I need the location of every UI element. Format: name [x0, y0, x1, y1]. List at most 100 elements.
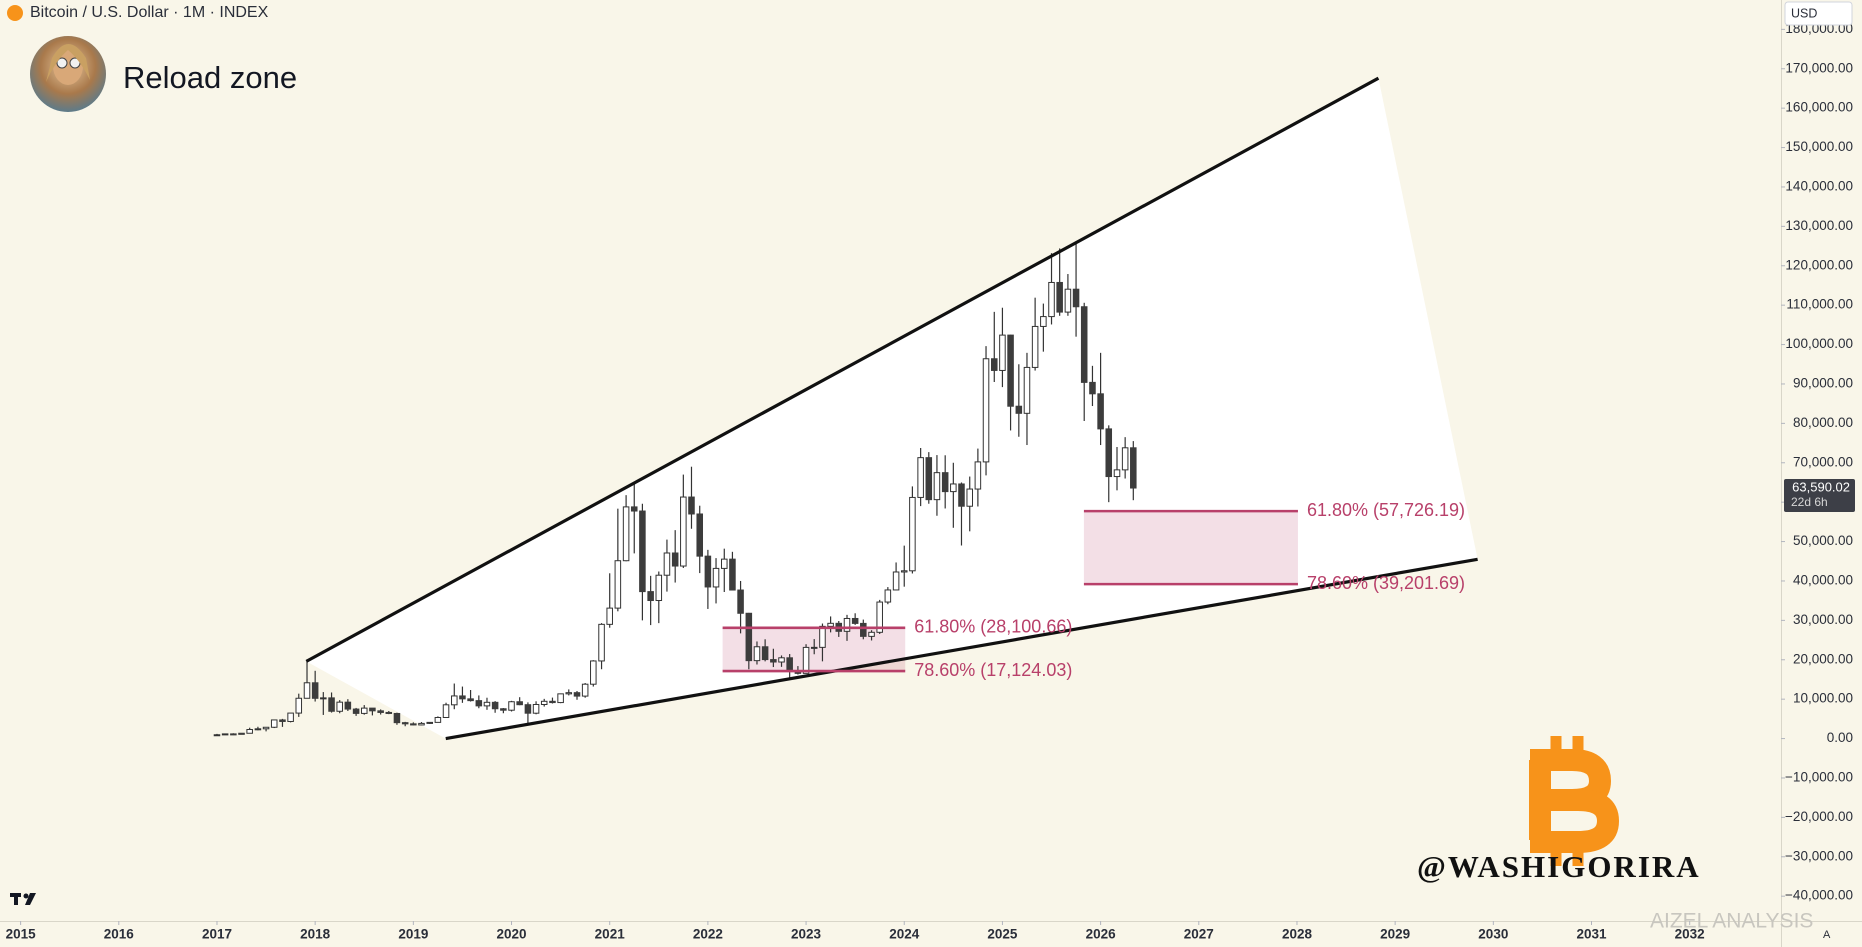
candle: [426, 721, 434, 724]
currency-box[interactable]: [1784, 1, 1853, 26]
candle-body: [491, 701, 499, 710]
candle: [712, 558, 720, 604]
candle-body: [614, 560, 622, 609]
candle-body: [246, 729, 253, 734]
btc-icon: [7, 5, 23, 21]
candle-body: [270, 719, 278, 728]
candle-body: [1048, 281, 1055, 318]
candle: [295, 693, 303, 717]
candle-body: [860, 622, 867, 637]
candle: [540, 698, 548, 707]
candle-body: [671, 552, 679, 567]
candle-body: [442, 704, 450, 718]
candle-body: [1031, 325, 1039, 368]
trend-line: [445, 557, 1478, 741]
x-tick-label: 2015: [6, 927, 37, 942]
candle: [671, 530, 679, 583]
candle-body: [786, 657, 793, 672]
candle-body: [508, 701, 515, 711]
candle-body: [704, 555, 712, 588]
candle-body: [941, 472, 949, 493]
candle: [475, 695, 483, 709]
y-tick-label: 10,000.00: [1793, 691, 1853, 706]
candle: [483, 697, 491, 710]
author-watermark: @WASHIGORIRA: [1417, 849, 1701, 884]
y-tick-label: 160,000.00: [1785, 100, 1853, 115]
candle: [230, 733, 237, 736]
candle: [238, 732, 245, 735]
candle-body: [279, 719, 286, 722]
candle: [385, 710, 393, 715]
currency[interactable]: USD: [1791, 6, 1817, 20]
candle-body: [761, 646, 769, 661]
plot-area: 61.80% (28,100.66) 78.60% (17,124.03) 61.8…: [213, 76, 1478, 741]
candle: [377, 709, 384, 715]
y-tick-label: 40,000.00: [1793, 573, 1853, 588]
candle-body: [999, 334, 1006, 371]
candle: [246, 727, 253, 734]
candle: [950, 462, 957, 528]
candle: [344, 699, 352, 711]
candle-body: [352, 708, 360, 714]
candle-body: [721, 558, 728, 569]
candle: [999, 307, 1006, 388]
candle-body: [1089, 381, 1096, 395]
candle: [688, 466, 695, 529]
candle-body: [467, 698, 474, 702]
candle-body: [377, 710, 384, 713]
candle: [254, 726, 262, 731]
x-tick-label: 2022: [693, 927, 723, 942]
candle: [270, 719, 278, 729]
candle: [933, 455, 941, 516]
x-tick-label: 2018: [300, 927, 331, 942]
candle-body: [262, 726, 270, 730]
avatar: [30, 36, 106, 112]
candle-body: [991, 358, 998, 371]
candle: [622, 495, 630, 562]
candle-body: [974, 461, 982, 490]
candle-body: [1056, 281, 1063, 313]
candle-body: [434, 716, 442, 723]
candle-body: [557, 693, 564, 704]
candle-body: [778, 657, 785, 663]
candle: [868, 630, 875, 641]
trend-line: [305, 76, 1380, 663]
candle: [909, 486, 916, 574]
price-tag: [1784, 479, 1855, 513]
candle-body: [925, 457, 933, 501]
candle: [892, 562, 900, 591]
candle: [500, 708, 507, 714]
candle: [1121, 437, 1129, 479]
candle: [614, 508, 622, 612]
candle: [1007, 334, 1014, 431]
y-tick-label: 150,000.00: [1785, 139, 1853, 154]
x-tick-label: 2032: [1675, 927, 1705, 942]
candle-body: [680, 496, 687, 567]
candle: [336, 700, 343, 714]
candle: [279, 718, 286, 727]
candle-body: [892, 571, 900, 591]
candle: [884, 587, 892, 605]
candle-body: [238, 732, 245, 735]
candle-body: [810, 646, 818, 649]
candle-body: [328, 697, 335, 712]
candle-body: [344, 701, 352, 710]
y-tick-label: 140,000.00: [1785, 179, 1853, 194]
candle-body: [876, 601, 883, 633]
candle-body: [966, 488, 974, 507]
candle: [958, 482, 965, 546]
candle-body: [385, 711, 393, 714]
candle-body: [827, 622, 834, 627]
y-tick-label: 130,000.00: [1785, 218, 1853, 233]
x-tick-label: 2028: [1282, 927, 1313, 942]
candle: [1080, 302, 1088, 422]
y-tick-label: 30,000.00: [1793, 612, 1853, 627]
chart-title: Reload zone: [123, 60, 297, 95]
candle-body: [933, 472, 941, 501]
candle-body: [516, 701, 523, 706]
candle: [900, 545, 908, 587]
candle: [434, 716, 442, 723]
candle-body: [1130, 447, 1137, 489]
scale-mode[interactable]: A: [1823, 929, 1831, 941]
candle: [966, 476, 974, 532]
